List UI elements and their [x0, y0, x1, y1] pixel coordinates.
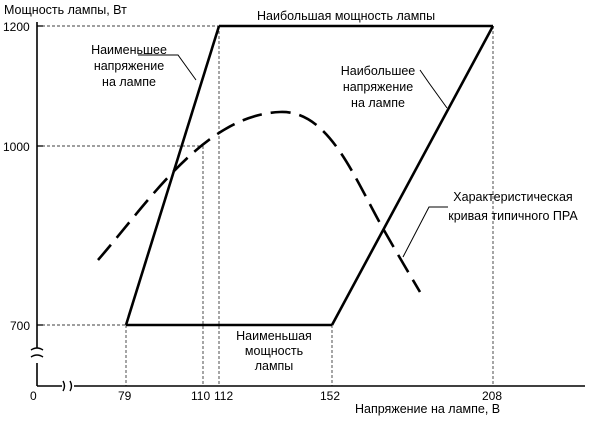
leader-lines	[138, 54, 448, 258]
x-tick-208: 208	[482, 389, 502, 403]
label-min-voltage: Наименьшее напряжение на лампе	[91, 43, 167, 89]
leader-left-line	[138, 54, 197, 81]
guide-lines	[37, 25, 494, 386]
label-min-voltage-line1: Наименьшее	[91, 43, 167, 57]
y-tick-1200: 1200	[3, 20, 30, 34]
label-ballast-curve-line2: кривая типичного ПРА	[448, 209, 578, 223]
label-max-voltage-line1: Наибольшее	[341, 64, 416, 78]
y-tick-1000: 1000	[3, 140, 30, 154]
operating-window	[124, 24, 495, 327]
x-axis-label: Напряжение на лампе, В	[355, 402, 500, 416]
leader-curve	[402, 206, 448, 258]
label-ballast-curve-line1: Характеристическая	[453, 190, 572, 204]
x-tick-110: 110	[191, 389, 210, 403]
label-max-voltage: Наибольшее напряжение на лампе	[341, 64, 416, 110]
label-min-power-line3: лампы	[255, 359, 294, 373]
y-axis-label: Мощность лампы, Вт	[4, 3, 127, 17]
left-edge-min-voltage	[124, 25, 221, 326]
label-min-power-line2: мощность	[245, 344, 303, 358]
label-max-voltage-line3: на лампе	[351, 96, 405, 110]
origin-label: 0	[30, 389, 37, 403]
x-tick-79: 79	[118, 389, 132, 403]
label-min-power-line1: Наименьшая	[236, 329, 312, 343]
x-tick-112: 112	[214, 389, 233, 403]
ballast-characteristic-curve	[97, 110, 422, 293]
label-min-voltage-line2: напряжение	[94, 59, 164, 73]
label-max-power: Наибольшая мощность лампы	[257, 9, 435, 23]
leader-right-line	[419, 69, 448, 109]
label-max-voltage-line2: напряжение	[343, 80, 413, 94]
y-tick-700: 700	[10, 319, 30, 333]
right-edge-max-voltage	[330, 25, 495, 326]
x-axis-break-mark	[62, 380, 73, 392]
label-min-voltage-line3: на лампе	[102, 75, 156, 89]
label-min-power: Наименьшая мощность лампы	[236, 329, 312, 373]
label-ballast-curve: Характеристическая кривая типичного ПРА	[448, 190, 578, 223]
x-tick-152: 152	[320, 389, 340, 403]
y-axis-break-mark	[30, 347, 44, 358]
